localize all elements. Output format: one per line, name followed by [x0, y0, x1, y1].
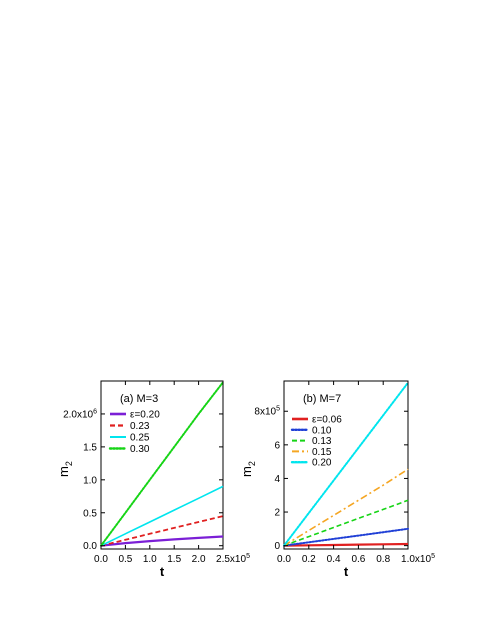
x-tick-label: 0.0: [94, 554, 108, 565]
chart-panel-2: 0.0 0.2 0.4 0.6 0.8 1.0x105 0 2 4 6 8x105 t m2 (b) M=…: [239, 380, 435, 579]
chart-panel-1: 0.0 0.5 1.0 1.5 2.0 2.5x105 0.0 0.5 1.0 1.5 2.0x10…: [56, 380, 250, 579]
panel-label: (a) M=3: [120, 393, 158, 405]
series-line-5: [283, 381, 409, 547]
y-tick-label: 0.5: [83, 508, 97, 519]
panel-label: (b) M=7: [303, 393, 341, 405]
legend-entry: 0.13: [312, 436, 332, 447]
y-tick-label: 8x105: [254, 406, 280, 418]
y-tick-label: 1.5: [83, 442, 97, 453]
legend-entry: 0.20: [312, 458, 332, 469]
y-tick-label: 1.0: [83, 475, 97, 486]
legend-entry: ε=0.20: [130, 410, 160, 421]
series-line-2: [283, 527, 409, 547]
x-tick-label: 0.0: [277, 554, 291, 565]
y-tick-label: 0: [274, 541, 280, 552]
series-line-4: [100, 381, 224, 547]
y-axis-label: m2: [56, 461, 74, 477]
y-tick-label: 4: [274, 474, 280, 485]
x-tick-label: 2.0: [192, 554, 206, 565]
x-tick-label: 0.5: [118, 554, 132, 565]
y-axis-label: m2: [239, 461, 257, 477]
legend-entry: 0.25: [130, 433, 150, 444]
x-tick-label: 0.4: [327, 554, 341, 565]
plot-frame: [283, 380, 409, 550]
x-tick-label: 1.0: [143, 554, 157, 565]
x-tick-label: 0.2: [302, 554, 316, 565]
legend-entry: ε=0.06: [312, 415, 342, 426]
series-line-1: [283, 542, 409, 547]
y-tick-label: 2: [274, 508, 280, 519]
y-tick-label: 6: [274, 440, 280, 451]
legend-entry: 0.23: [130, 421, 150, 432]
plot-frame: [100, 380, 224, 550]
x-axis-label: t: [160, 564, 165, 579]
x-tick-label: 1.0x105: [401, 553, 435, 565]
legend-entry: 0.15: [312, 447, 332, 458]
legend-entry: 0.30: [130, 444, 150, 455]
series-line-4: [283, 468, 409, 547]
x-tick-label: 1.5: [167, 554, 181, 565]
series-line-3: [283, 499, 409, 547]
x-tick-label: 0.6: [351, 554, 365, 565]
y-tick-label: 2.0x106: [63, 408, 97, 420]
series-line-3: [100, 485, 224, 547]
legend-entry: 0.10: [312, 425, 332, 436]
x-tick-label: 2.5x105: [216, 553, 250, 565]
x-tick-label: 0.8: [376, 554, 390, 565]
series-line-2: [100, 515, 224, 547]
y-tick-label: 0.0: [83, 541, 97, 552]
series-line-1: [100, 535, 224, 547]
x-axis-label: t: [344, 564, 349, 579]
